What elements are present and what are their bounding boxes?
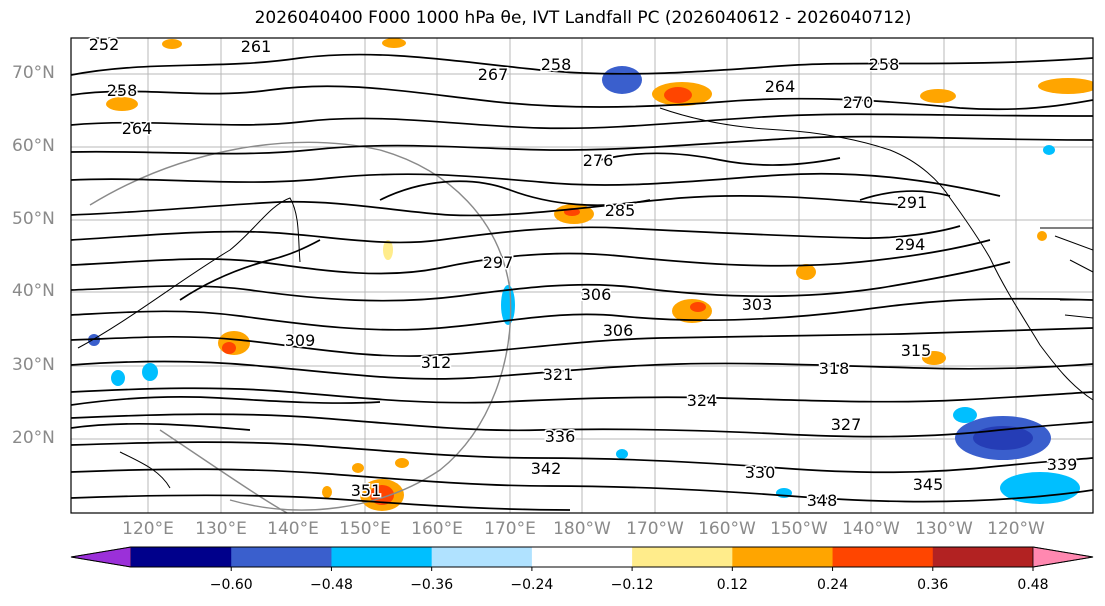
contour-label: 258 [869,55,900,74]
map-frame [70,37,1094,514]
contour-label: 330 [745,463,776,482]
colorbar-tick-label: −0.48 [309,577,353,593]
contour-label: 291 [897,193,928,212]
colorbar-outline [70,546,1094,568]
longitude-label: 120°W [987,519,1045,539]
figure-title: 2026040400 F000 1000 hPa θe, IVT Landfal… [254,8,912,28]
contour-label: 306 [603,321,634,340]
contour-label: 324 [687,391,718,410]
contour-label: 303 [742,295,773,314]
colorbar-segment [732,547,834,567]
contour-label: 258 [107,81,138,100]
contour-label: 348 [807,491,838,510]
longitude-label: 130°E [195,519,247,539]
longitude-label: 130°W [915,519,973,539]
colorbar-segment [832,547,934,567]
contour-label: 309 [285,331,316,350]
longitude-label: 140°W [842,519,900,539]
contour-label: 267 [478,65,509,84]
contour-label: 315 [901,341,932,360]
longitude-label: 170°W [626,519,684,539]
longitude-label: 180°W [553,519,611,539]
colorbar-tick-label: 0.24 [816,577,849,593]
contour-label: 327 [831,415,862,434]
contour-labels: 252 258 264 261 267 258 264 270 258 276 285 291 294 2… [87,34,1079,512]
colorbar-segment [531,547,633,567]
contour-label: 285 [605,201,636,220]
latitude-label: 30°N [12,355,55,375]
longitude-label: 160°W [698,519,756,539]
colorbar-extend-low [70,546,132,568]
latitude-label: 60°N [12,136,55,156]
colorbar-segment [131,547,232,567]
latitude-label: 20°N [12,428,55,448]
longitude-label: 150°W [770,519,828,539]
colorbar-segment [932,547,1034,567]
contour-label: 297 [483,253,514,272]
contour-label: 264 [122,119,153,138]
contour-label: 312 [421,353,452,372]
longitude-label: 150°E [339,519,391,539]
longitude-label: 140°E [267,519,319,539]
longitude-label: 120°E [122,519,174,539]
contour-label: 270 [843,93,874,112]
contour-label: 252 [89,35,120,54]
contour-label: 351 [351,481,382,500]
contour-label: 321 [543,365,574,384]
colorbar-segment [431,547,533,567]
colorbar-tick-label: 0.12 [716,577,748,593]
contour-label: 264 [765,77,796,96]
contour-label: 258 [541,55,572,74]
colorbar-tick-label: −0.24 [510,577,554,593]
contour-label: 345 [913,475,944,494]
contour-label: 261 [241,37,272,56]
colorbar-tick-label: 0.36 [917,577,949,593]
colorbar-tick-label: −0.12 [610,577,654,593]
longitude-label: 160°E [411,519,463,539]
theta-e-contours [71,53,1093,511]
colorbar [70,546,1094,571]
colorbar-segment [331,547,433,567]
contour-label: 336 [545,427,576,446]
contour-label: 342 [531,459,562,478]
latitude-label: 50°N [12,209,55,229]
longitude-label: 170°E [484,519,536,539]
map-gridlines [71,38,1093,513]
contour-label: 318 [819,359,850,378]
colorbar-extend-high [1032,546,1094,568]
colorbar-tick-label: −0.36 [410,577,454,593]
contour-label: 276 [583,151,614,170]
latitude-label: 40°N [12,281,55,301]
latitude-label: 70°N [12,63,55,83]
colorbar-tick-label: −0.60 [209,577,253,593]
colorbar-segment [632,547,733,567]
contour-label: 294 [895,235,926,254]
colorbar-segment [231,547,332,567]
contour-label: 339 [1047,455,1078,474]
contour-label: 306 [581,285,612,304]
colorbar-tick-label: 0.48 [1017,577,1049,593]
